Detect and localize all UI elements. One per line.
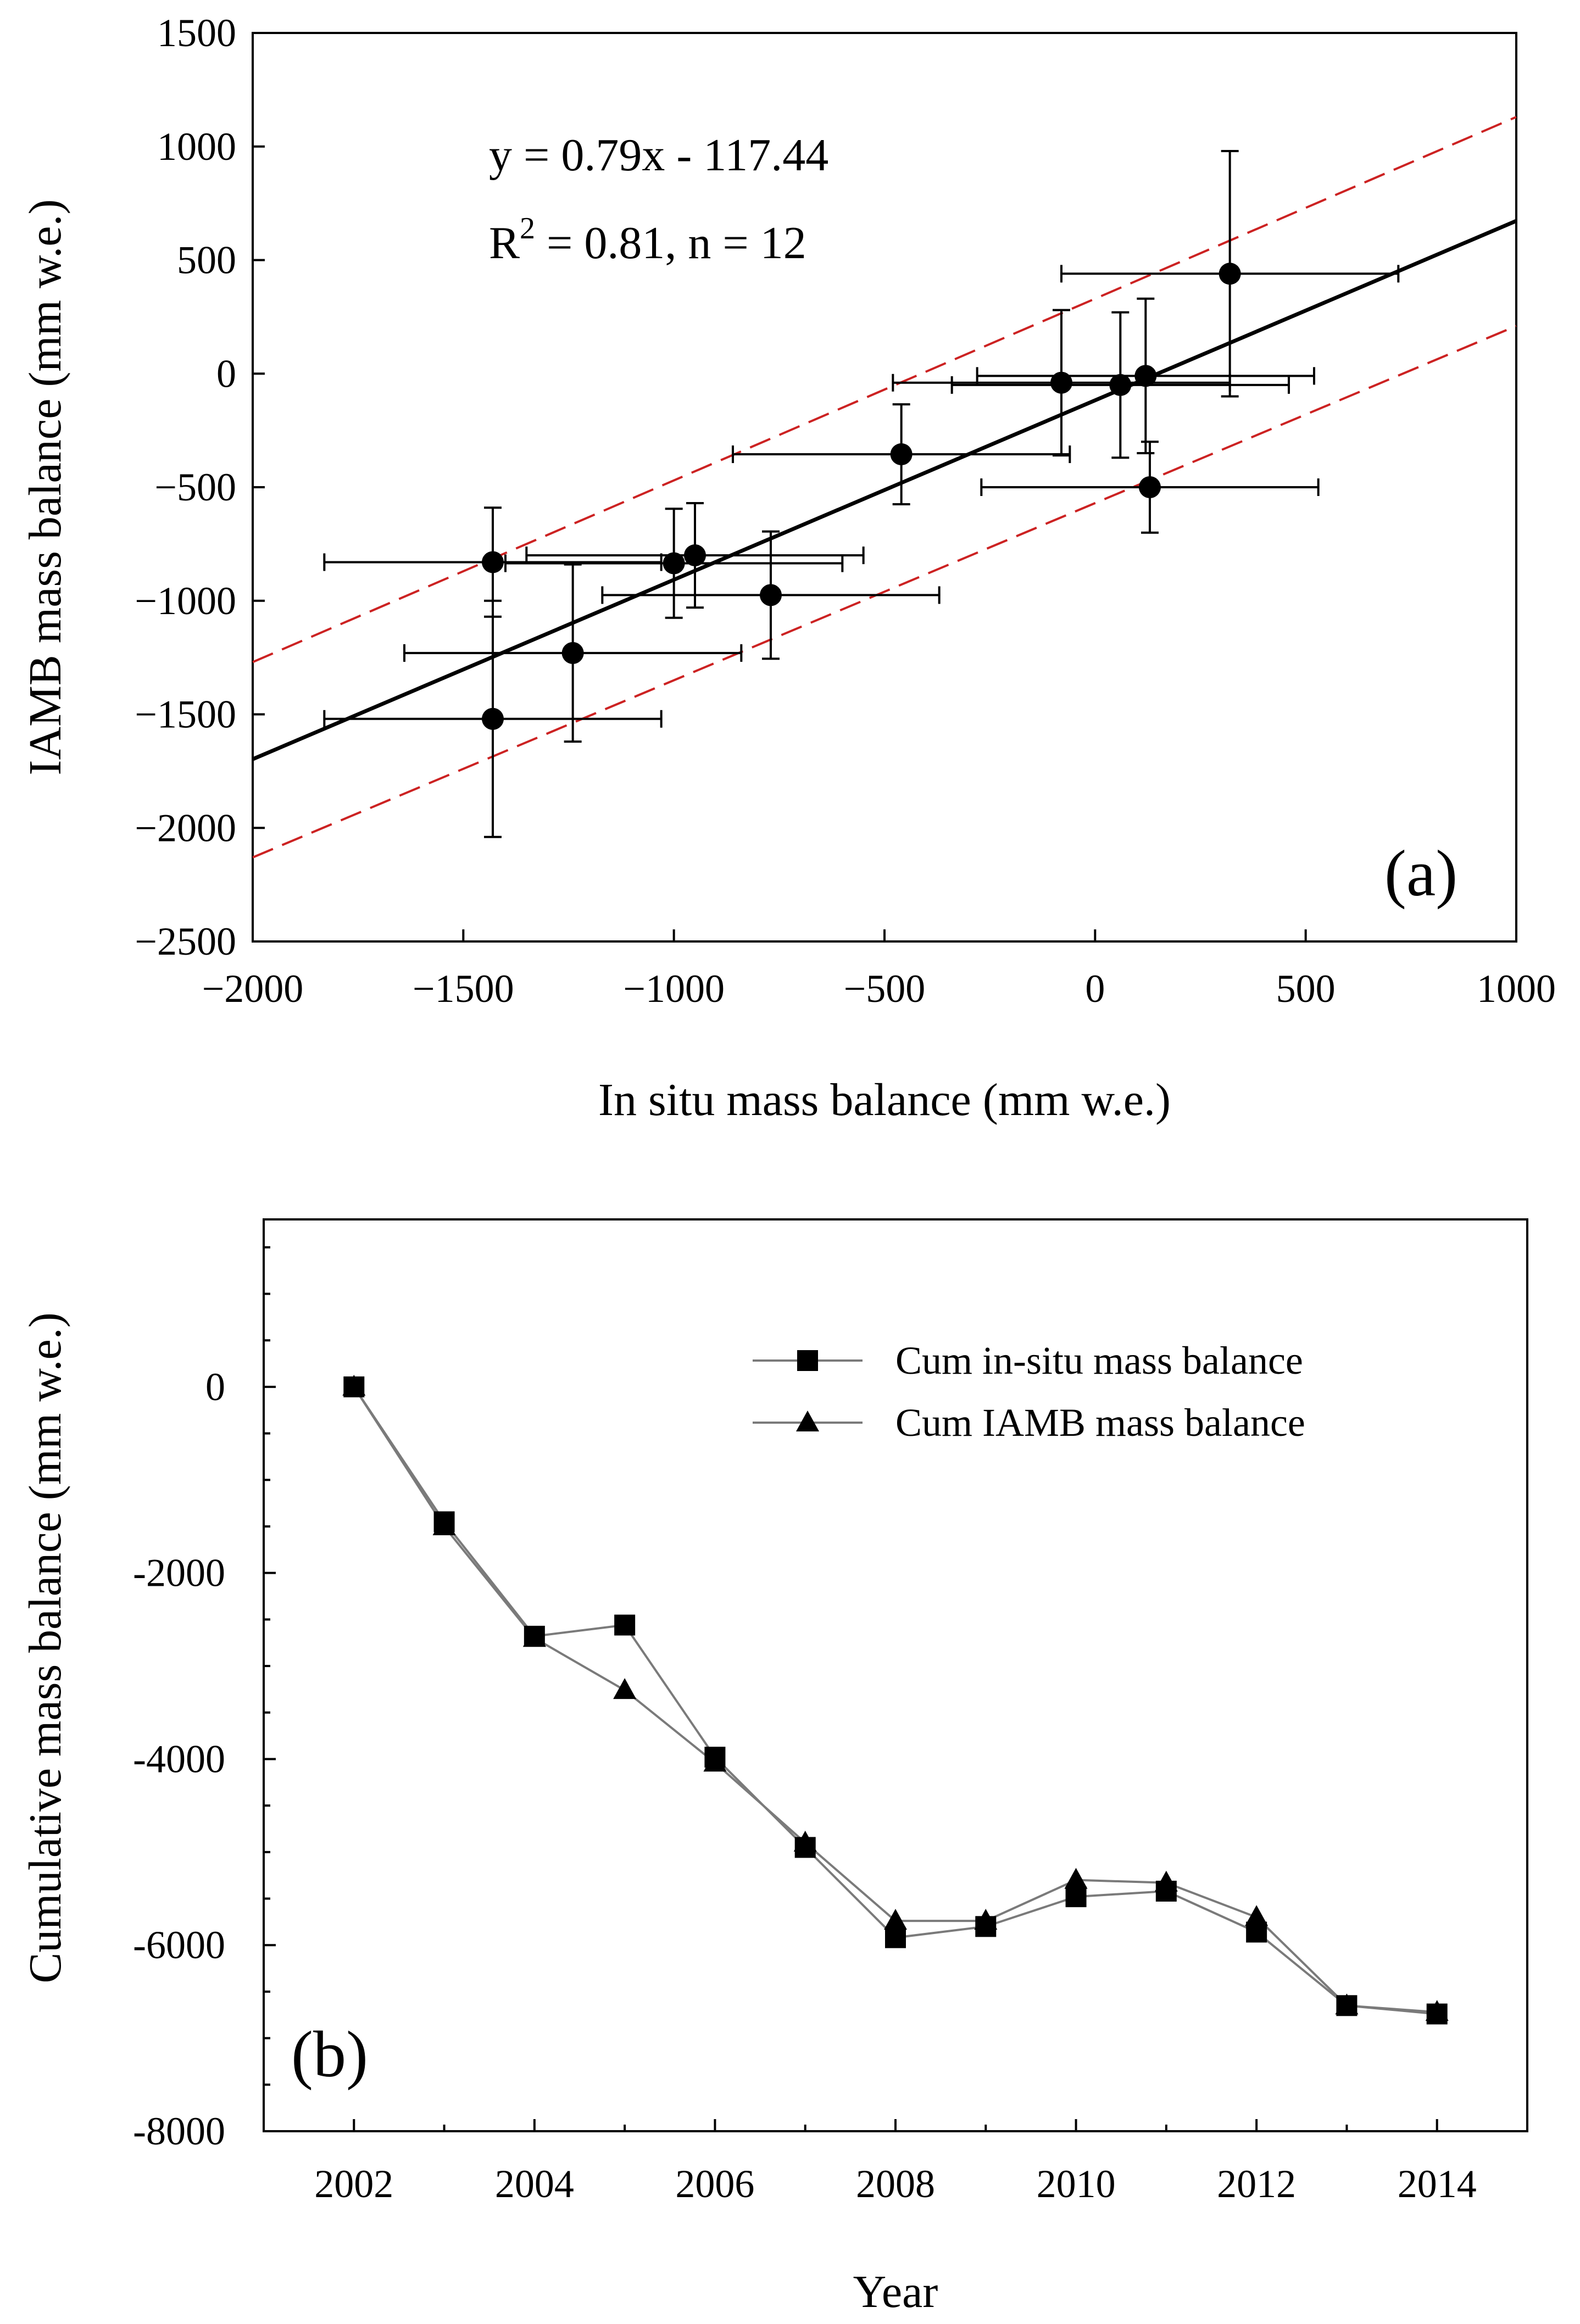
triangle-marker <box>522 1626 546 1647</box>
data-point <box>1134 365 1157 387</box>
triangle-marker <box>793 1830 817 1852</box>
triangle-marker <box>974 1909 998 1930</box>
x-tick-label: 2008 <box>856 2162 935 2206</box>
data-point <box>561 642 584 664</box>
panel-a-confidence-bands <box>252 116 1517 859</box>
panel-a-points <box>323 150 1400 838</box>
x-tick-label: 0 <box>1085 967 1105 1011</box>
triangle-marker <box>1064 1868 1088 1889</box>
triangle-marker <box>613 1678 637 1699</box>
data-point <box>482 707 504 730</box>
y-tick-label: −2500 <box>135 919 236 963</box>
x-tick-label: 2014 <box>1398 2162 1477 2206</box>
panel-b-x-title: Year <box>853 2266 938 2317</box>
panel-a-label: (a) <box>1384 837 1457 910</box>
data-point <box>1050 371 1072 394</box>
panel-a-x-title: In situ mass balance (mm w.e.) <box>598 1074 1171 1125</box>
x-tick-label: 2006 <box>675 2162 754 2206</box>
panel-a-equation: y = 0.79x - 117.44 <box>489 130 828 181</box>
data-point <box>1219 263 1241 285</box>
panel-a-r2: R2 = 0.81, n = 12 <box>489 211 806 269</box>
y-tick-label: -6000 <box>133 1923 225 1967</box>
x-tick-label: 1000 <box>1477 967 1556 1011</box>
data-point <box>663 552 685 575</box>
x-tick-label: 2004 <box>495 2162 574 2206</box>
triangle-marker <box>703 1751 727 1772</box>
y-tick-label: −1500 <box>135 693 236 737</box>
x-tick-label: 500 <box>1276 967 1336 1011</box>
y-tick-label: -8000 <box>133 2109 225 2153</box>
triangle-marker <box>1154 1870 1178 1892</box>
y-tick-label: 0 <box>216 352 236 395</box>
ci-upper-line <box>252 116 1517 664</box>
triangle-marker <box>432 1514 456 1535</box>
data-point <box>1109 374 1132 396</box>
square-marker <box>797 1350 818 1371</box>
panel-b-series <box>342 1374 1449 2025</box>
ci-lower-line <box>252 325 1517 859</box>
triangle-marker <box>1245 1905 1269 1926</box>
panel-b-y-title: Cumulative mass balance (mm w.e.) <box>20 1312 71 1983</box>
panel-a-y-title: IAMB mass balance (mm w.e.) <box>20 199 71 776</box>
y-tick-label: −500 <box>154 465 236 509</box>
panel-b-ticks: 2002 2004 2006 2008 2010 2012 2014 -8000 -6000 -4… <box>133 1246 1528 2206</box>
data-point <box>760 584 782 606</box>
data-point <box>890 443 913 466</box>
panel-b-line: 2002 2004 2006 2008 2010 2012 2014 -8000 -6000 -4… <box>20 1218 1528 2317</box>
square-marker <box>614 1614 636 1636</box>
x-tick-label: −1000 <box>623 967 725 1011</box>
y-tick-label: 500 <box>177 238 236 282</box>
triangle-marker <box>796 1411 819 1431</box>
triangle-marker <box>884 1909 907 1930</box>
data-point <box>1139 476 1161 498</box>
y-tick-label: −2000 <box>135 806 236 850</box>
y-tick-label: 1000 <box>157 125 236 169</box>
data-point <box>482 551 504 573</box>
y-tick-label: 1500 <box>157 11 236 55</box>
square-marker <box>885 1927 906 1948</box>
fit-line <box>252 219 1517 761</box>
panel-b-label: (b) <box>291 2018 368 2091</box>
triangle-marker <box>342 1374 366 1396</box>
x-tick-label: 2010 <box>1037 2162 1116 2206</box>
panel-a-ticks: −2000 −1500 −1000 −500 0 500 1000−2500−2000−15… <box>135 11 1556 1011</box>
panel-b-legend: Cum in-situ mass balance Cum IAMB mass ba… <box>753 1339 1305 1445</box>
panel-a-scatter: −2000 −1500 −1000 −500 0 500 1000−2500−2000−15… <box>20 11 1556 1125</box>
data-point <box>684 544 706 567</box>
x-tick-label: −500 <box>844 967 926 1011</box>
x-tick-label: −1500 <box>413 967 514 1011</box>
triangle-marker <box>1335 1993 1359 2015</box>
y-tick-label: 0 <box>205 1365 225 1409</box>
x-tick-label: 2002 <box>314 2162 393 2206</box>
x-tick-label: −2000 <box>202 967 304 1011</box>
legend-label: Cum IAMB mass balance <box>895 1401 1305 1445</box>
y-tick-label: −1000 <box>135 579 236 623</box>
x-tick-label: 2012 <box>1217 2162 1296 2206</box>
legend-label: Cum in-situ mass balance <box>895 1339 1303 1383</box>
y-tick-label: -2000 <box>133 1551 225 1595</box>
triangle-marker <box>1425 2000 1449 2021</box>
square-marker <box>1065 1886 1087 1908</box>
y-tick-label: -4000 <box>133 1737 225 1781</box>
panel-a-fit-line-group <box>252 219 1517 761</box>
panel-a-plot-frame <box>252 32 1517 943</box>
